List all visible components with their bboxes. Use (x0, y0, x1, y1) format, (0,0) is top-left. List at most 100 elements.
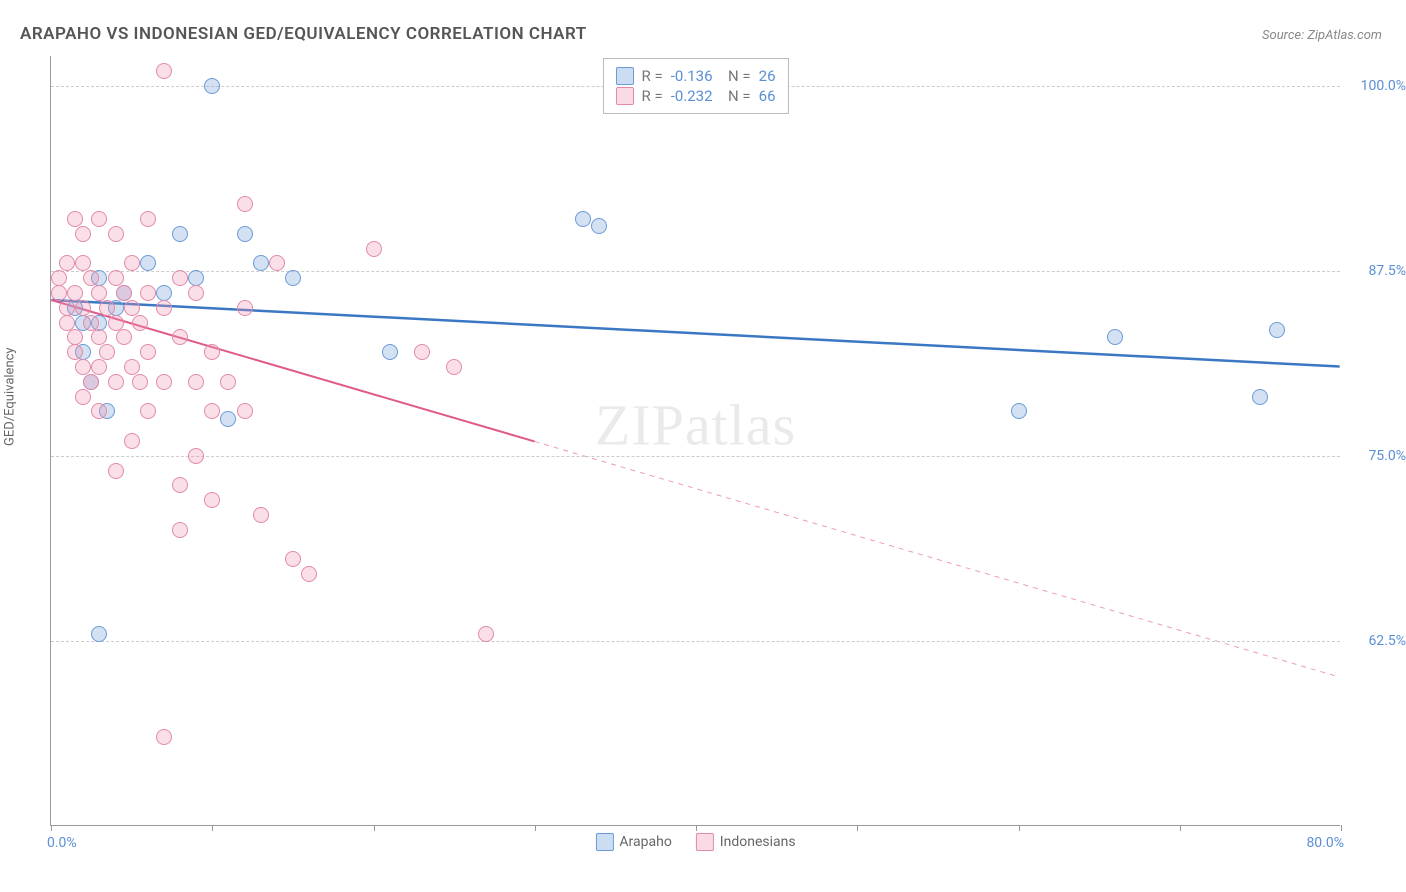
data-point (172, 477, 188, 493)
source-label: Source: ZipAtlas.com (1262, 28, 1382, 43)
gridline (51, 456, 1340, 457)
data-point (67, 329, 83, 345)
x-tick-mark (212, 825, 213, 831)
data-point (108, 226, 124, 242)
data-point (204, 403, 220, 419)
gridline (51, 641, 1340, 642)
data-point (285, 551, 301, 567)
gridline (51, 271, 1340, 272)
data-point (91, 403, 107, 419)
data-point (253, 255, 269, 271)
data-point (156, 374, 172, 390)
correlation-legend: R = -0.136 N = 26 R = -0.232 N = 66 (602, 58, 788, 114)
data-point (75, 389, 91, 405)
x-tick-end: 80.0% (1306, 835, 1344, 851)
data-point (75, 359, 91, 375)
data-point (108, 270, 124, 286)
data-point (108, 463, 124, 479)
plot-area: ZIPatlas R = -0.136 N = 26 R = -0.232 N … (50, 56, 1340, 826)
data-point (116, 285, 132, 301)
data-point (172, 522, 188, 538)
data-point (75, 226, 91, 242)
y-tick-label: 100.0% (1346, 78, 1406, 94)
data-point (204, 78, 220, 94)
legend-row-arapaho: R = -0.136 N = 26 (615, 67, 775, 85)
swatch-icon (615, 67, 633, 85)
data-point (91, 359, 107, 375)
data-point (91, 285, 107, 301)
data-point (156, 285, 172, 301)
data-point (124, 433, 140, 449)
data-point (140, 344, 156, 360)
data-point (237, 300, 253, 316)
data-point (237, 196, 253, 212)
data-point (478, 626, 494, 642)
data-point (83, 315, 99, 331)
data-point (67, 344, 83, 360)
data-point (75, 300, 91, 316)
data-point (140, 285, 156, 301)
data-point (253, 507, 269, 523)
data-point (591, 218, 607, 234)
data-point (1252, 389, 1268, 405)
data-point (414, 344, 430, 360)
watermark: ZIPatlas (595, 392, 796, 459)
data-point (285, 270, 301, 286)
trend-lines (51, 56, 1340, 825)
data-point (188, 374, 204, 390)
data-point (51, 270, 67, 286)
data-point (1269, 322, 1285, 338)
data-point (67, 285, 83, 301)
data-point (59, 300, 75, 316)
data-point (1107, 329, 1123, 345)
data-point (140, 255, 156, 271)
data-point (59, 255, 75, 271)
x-tick-mark (1019, 825, 1020, 831)
data-point (67, 211, 83, 227)
series-legend: Arapaho Indonesians (595, 833, 795, 851)
swatch-icon (696, 833, 714, 851)
data-point (382, 344, 398, 360)
data-point (75, 255, 91, 271)
x-tick-mark (51, 825, 52, 831)
data-point (140, 403, 156, 419)
data-point (91, 329, 107, 345)
x-tick-mark (1180, 825, 1181, 831)
data-point (99, 300, 115, 316)
data-point (188, 270, 204, 286)
swatch-icon (595, 833, 613, 851)
data-point (301, 566, 317, 582)
data-point (237, 403, 253, 419)
data-point (366, 241, 382, 257)
data-point (83, 270, 99, 286)
data-point (220, 411, 236, 427)
data-point (156, 63, 172, 79)
x-tick-mark (374, 825, 375, 831)
y-tick-label: 75.0% (1346, 448, 1406, 464)
data-point (446, 359, 462, 375)
swatch-icon (615, 87, 633, 105)
data-point (172, 329, 188, 345)
data-point (156, 300, 172, 316)
x-tick-mark (1341, 825, 1342, 831)
data-point (116, 329, 132, 345)
y-tick-label: 87.5% (1346, 263, 1406, 279)
x-tick-mark (857, 825, 858, 831)
legend-item-arapaho: Arapaho (595, 833, 671, 851)
legend-item-indonesians: Indonesians (696, 833, 796, 851)
data-point (269, 255, 285, 271)
data-point (220, 374, 236, 390)
data-point (108, 315, 124, 331)
data-point (188, 448, 204, 464)
data-point (132, 374, 148, 390)
data-point (575, 211, 591, 227)
data-point (188, 285, 204, 301)
data-point (140, 211, 156, 227)
data-point (124, 255, 140, 271)
x-tick-start: 0.0% (47, 835, 77, 851)
data-point (204, 344, 220, 360)
data-point (99, 344, 115, 360)
data-point (132, 315, 148, 331)
x-tick-mark (535, 825, 536, 831)
data-point (172, 270, 188, 286)
